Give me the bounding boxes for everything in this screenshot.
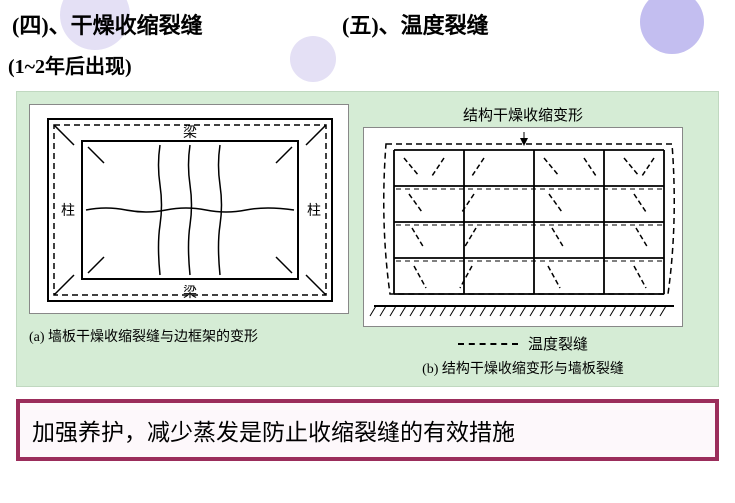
svg-text:梁: 梁 [183,125,197,141]
caption-a: (a) 墙板干燥收缩裂缝与边框架的变形 [29,326,349,346]
subheading: (1~2年后出现) [0,48,735,81]
svg-text:柱: 柱 [61,203,75,219]
legend-label: 温度裂缝 [528,333,588,354]
diagram-b-title: 结构干燥收缩变形 [363,104,683,125]
heading-5: (五)、温度裂缝 [342,8,489,40]
caption-b: (b) 结构干燥收缩变形与墙板裂缝 [363,358,683,378]
highlight-note: 加强养护，减少蒸发是防止收缩裂缝的有效措施 [16,399,719,461]
legend-dash [458,343,518,345]
diagram-a: 梁梁柱柱 [29,104,349,314]
heading-4: (四)、干燥收缩裂缝 [12,8,342,40]
diagram-b [363,127,683,327]
legend-row: 温度裂缝 [363,333,683,354]
svg-text:柱: 柱 [307,203,321,219]
diagram-a-wrap: 梁梁柱柱 (a) 墙板干燥收缩裂缝与边框架的变形 [29,104,349,346]
diagram-b-wrap: 结构干燥收缩变形 温度裂缝 (b) 结构干燥收缩变形与墙板裂缝 [363,104,683,378]
diagram-panel: 梁梁柱柱 (a) 墙板干燥收缩裂缝与边框架的变形 结构干燥收缩变形 温度裂缝 (… [16,91,719,387]
svg-text:梁: 梁 [183,285,197,301]
